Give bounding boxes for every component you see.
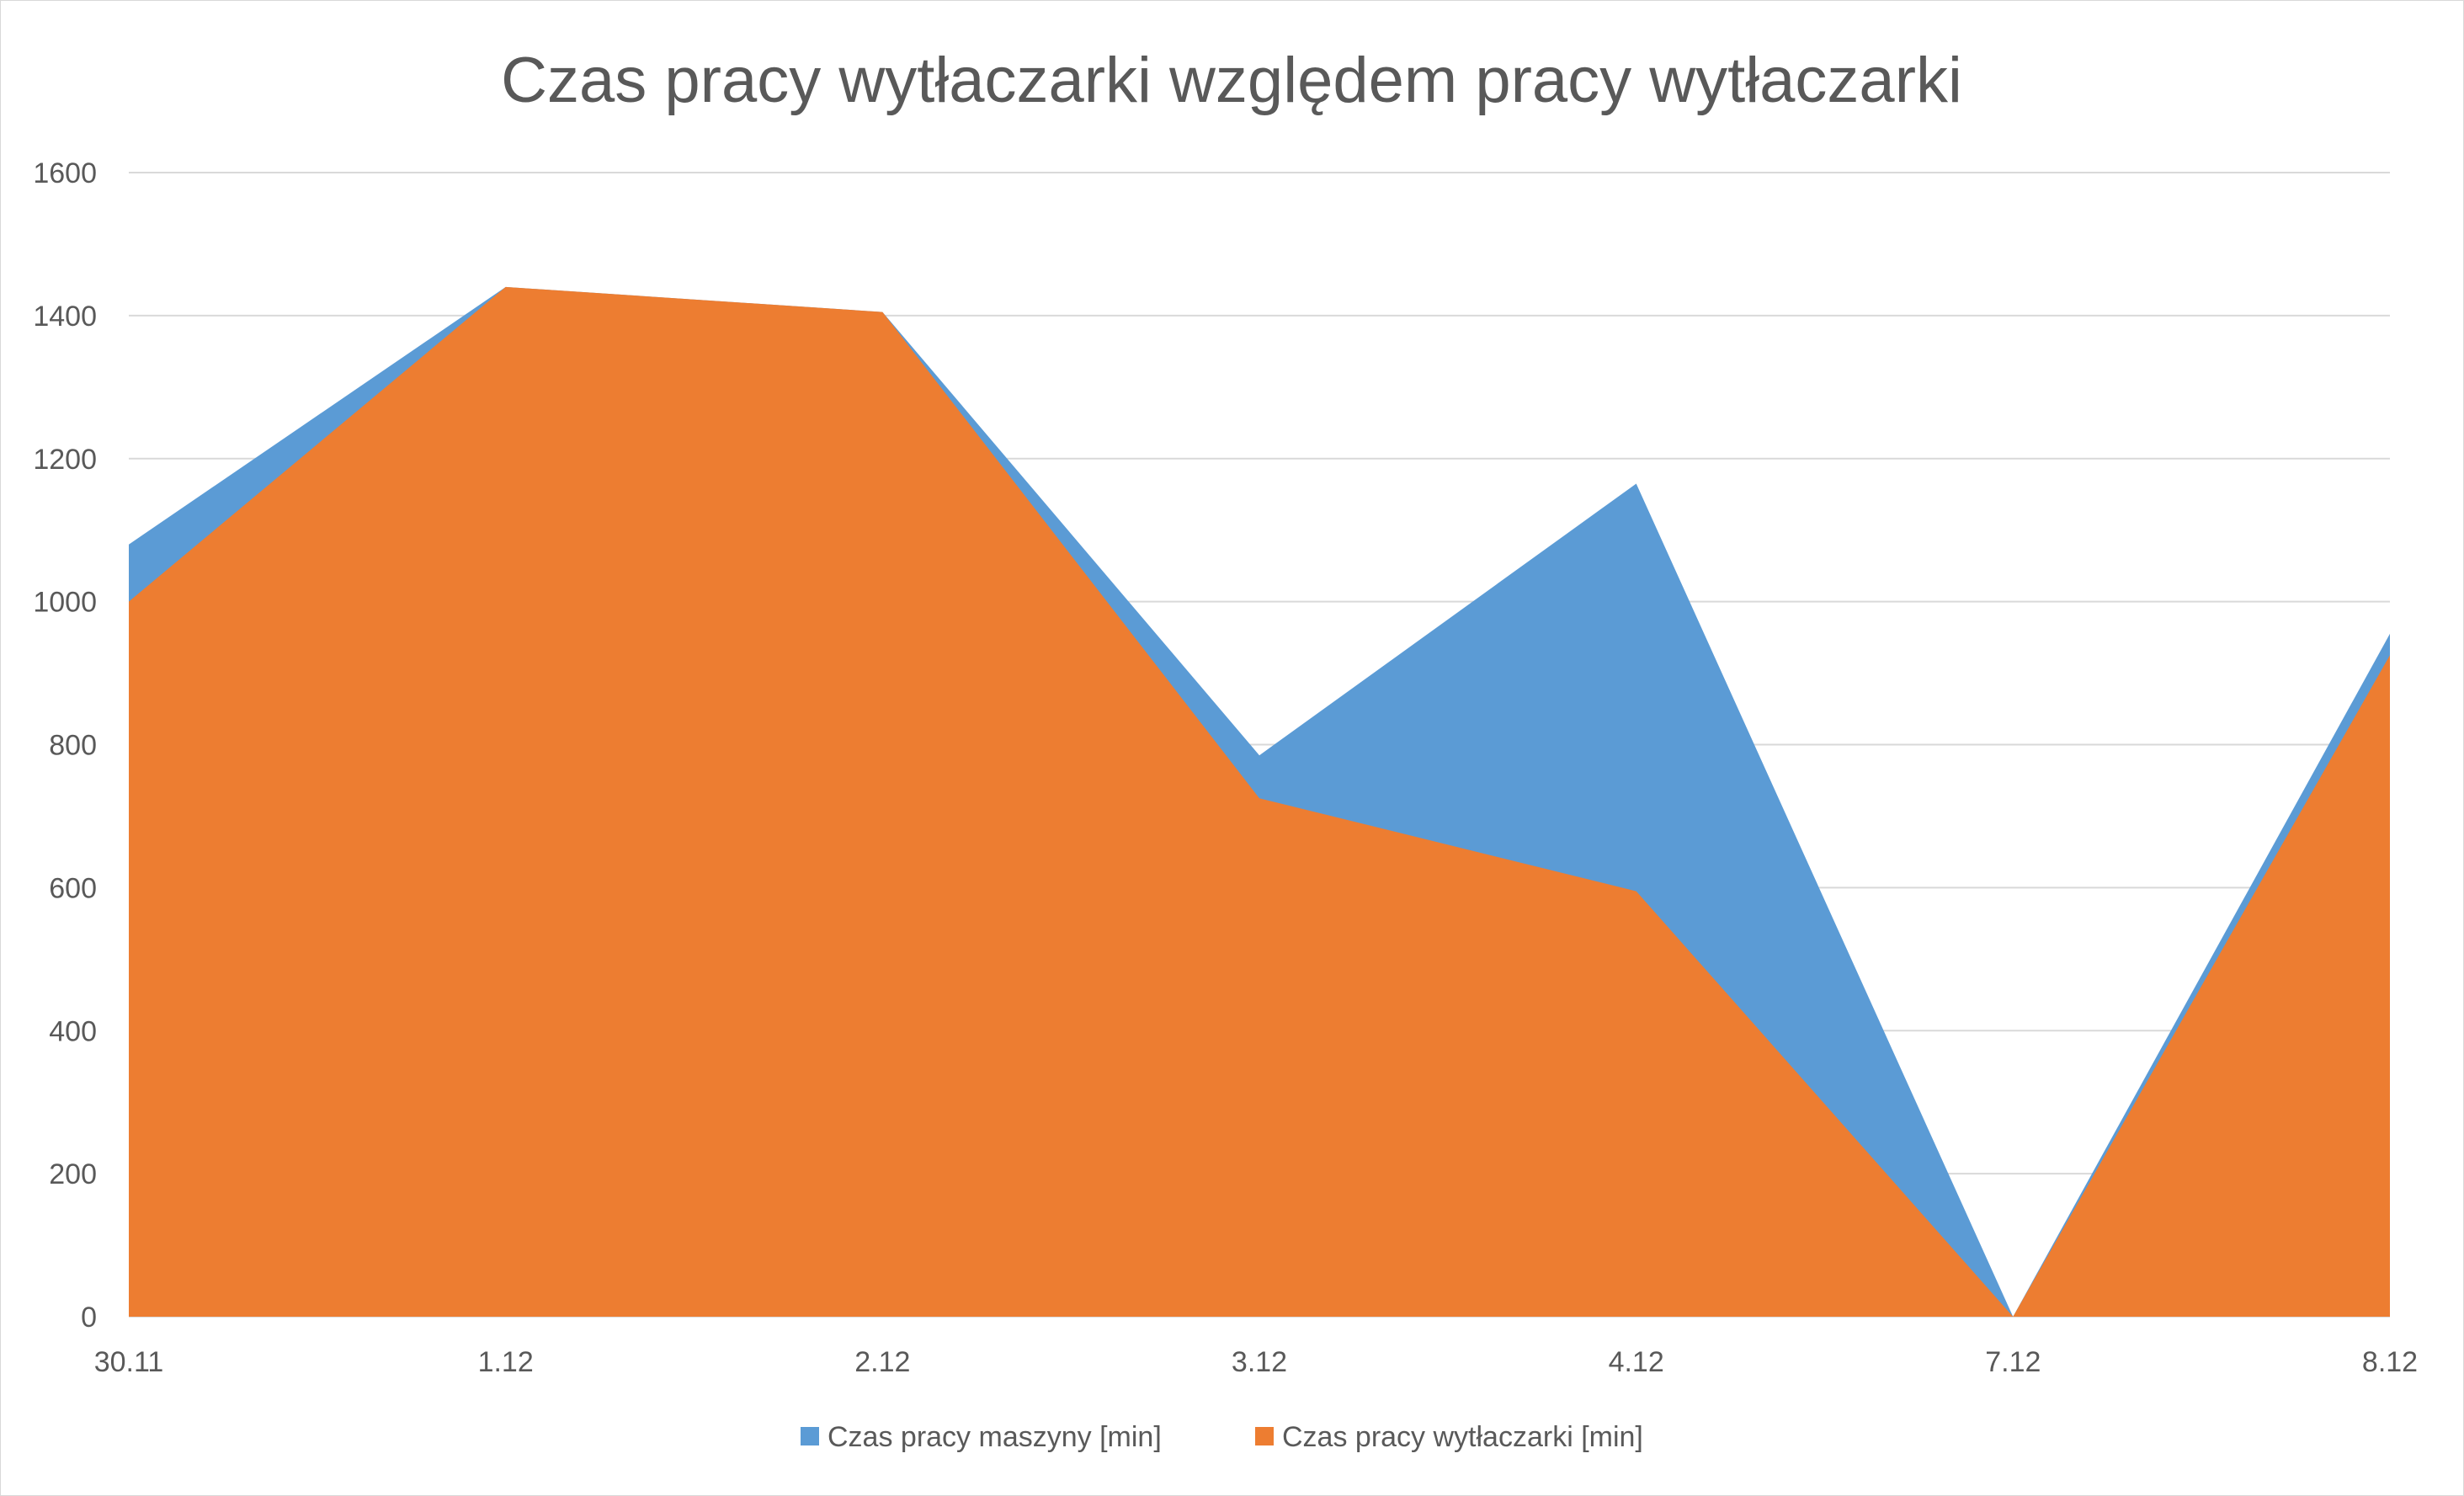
- y-tick-label: 1000: [33, 587, 97, 619]
- legend-swatch: [1255, 1427, 1274, 1445]
- legend-item: Czas pracy wytłaczarki [min]: [1255, 1421, 1643, 1453]
- legend: Czas pracy maszyny [min] Czas pracy wytła…: [801, 1421, 1643, 1453]
- y-tick-label: 200: [49, 1158, 97, 1190]
- y-tick-label: 1200: [33, 444, 97, 476]
- y-tick-label: 0: [81, 1302, 97, 1334]
- x-tick-label: 30.11: [94, 1346, 164, 1378]
- x-tick-label: 7.12: [1985, 1346, 2041, 1378]
- y-tick-label: 400: [49, 1015, 97, 1047]
- x-tick-label: 1.12: [478, 1346, 534, 1378]
- y-tick-label: 1600: [33, 157, 97, 189]
- chart-title: Czas pracy wytłaczarki względem pracy wy…: [501, 45, 1962, 116]
- legend-label: Czas pracy wytłaczarki [min]: [1282, 1421, 1643, 1453]
- y-axis-tick-labels: 0 200 400 600 800 1000 1200 1400 1600: [33, 157, 97, 1334]
- y-tick-label: 600: [49, 872, 97, 904]
- y-tick-label: 1400: [33, 301, 97, 333]
- series-areas: [129, 286, 2390, 1317]
- x-tick-label: 4.12: [1609, 1346, 1664, 1378]
- legend-item: Czas pracy maszyny [min]: [801, 1421, 1162, 1453]
- legend-swatch: [801, 1427, 819, 1445]
- series-area-2: [129, 286, 2390, 1317]
- x-tick-label: 3.12: [1232, 1346, 1287, 1378]
- legend-label: Czas pracy maszyny [min]: [828, 1421, 1162, 1453]
- y-tick-label: 800: [49, 730, 97, 762]
- x-axis-tick-labels: 30.11 1.12 2.12 3.12 4.12 7.12 8.12: [94, 1346, 2418, 1378]
- x-tick-label: 2.12: [854, 1346, 910, 1378]
- x-tick-label: 8.12: [2362, 1346, 2418, 1378]
